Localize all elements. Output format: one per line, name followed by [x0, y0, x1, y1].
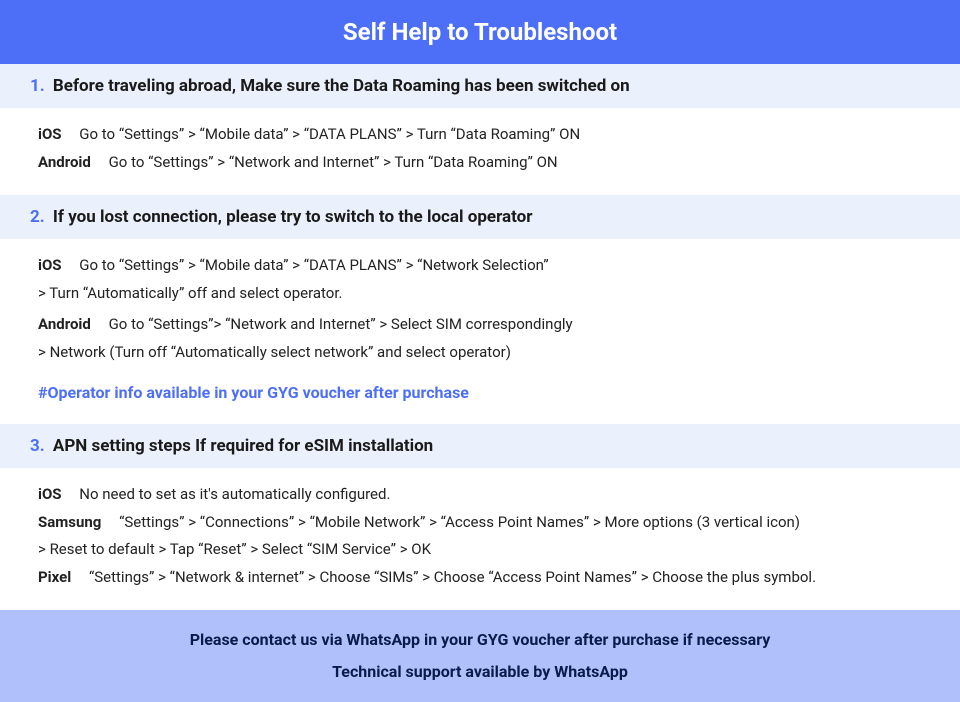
instruction-line: > Reset to default > Tap “Reset” > Selec…	[38, 537, 922, 563]
os-label-ios: iOS	[38, 253, 62, 279]
instruction-text: No need to set as it's automatically con…	[79, 485, 390, 503]
instruction-text: “Settings” > “Connections” > “Mobile Net…	[119, 513, 800, 531]
section-2-text: If you lost connection, please try to sw…	[53, 207, 533, 227]
footer-line-1: Please contact us via WhatsApp in your G…	[0, 624, 960, 656]
instruction-text: > Network (Turn off “Automatically selec…	[38, 343, 511, 361]
instruction-text: “Settings” > “Network & internet” > Choo…	[89, 568, 816, 586]
instruction-line: > Turn “Automatically” off and select op…	[38, 281, 922, 307]
instruction-text: Go to “Settings” > “Mobile data” > “DATA…	[79, 256, 548, 274]
os-label-ios: iOS	[38, 122, 62, 148]
instruction-line: iOS No need to set as it's automatically…	[38, 482, 922, 508]
instruction-text: Go to “Settings” > “Network and Internet…	[109, 153, 558, 171]
os-label-pixel: Pixel	[38, 565, 71, 591]
instruction-line: Android Go to “Settings” > “Network and …	[38, 150, 922, 176]
page-title: Self Help to Troubleshoot	[343, 18, 617, 46]
instruction-text: Go to “Settings” > “Mobile data” > “DATA…	[79, 125, 580, 143]
os-label-samsung: Samsung	[38, 510, 101, 536]
os-label-android: Android	[38, 150, 91, 176]
section-3-number: 3.	[30, 436, 45, 456]
instruction-line: > Network (Turn off “Automatically selec…	[38, 340, 922, 366]
operator-note: #Operator info available in your GYG vou…	[38, 379, 922, 406]
instruction-line: Samsung “Settings” > “Connections” > “Mo…	[38, 510, 922, 536]
os-label-ios: iOS	[38, 482, 62, 508]
section-2-content: iOS Go to “Settings” > “Mobile data” > “…	[0, 239, 960, 424]
section-3-text: APN setting steps If required for eSIM i…	[53, 436, 433, 456]
section-3-title: 3. APN setting steps If required for eSI…	[0, 424, 960, 468]
page-footer: Please contact us via WhatsApp in your G…	[0, 610, 960, 702]
section-3-content: iOS No need to set as it's automatically…	[0, 468, 960, 610]
instruction-line: Android Go to “Settings”> “Network and I…	[38, 312, 922, 338]
footer-line-2: Technical support available by WhatsApp	[0, 656, 960, 688]
section-1-number: 1.	[30, 76, 45, 96]
instruction-line: Pixel “Settings” > “Network & internet” …	[38, 565, 922, 591]
section-2-title: 2. If you lost connection, please try to…	[0, 195, 960, 239]
instruction-text: Go to “Settings”> “Network and Internet”…	[109, 315, 573, 333]
instruction-line: iOS Go to “Settings” > “Mobile data” > “…	[38, 122, 922, 148]
section-1-lead: Before traveling abroad,	[53, 76, 236, 96]
section-1-rest: Make sure the Data Roaming has been swit…	[236, 76, 630, 96]
instruction-text: > Turn “Automatically” off and select op…	[38, 284, 343, 302]
instruction-text: > Reset to default > Tap “Reset” > Selec…	[38, 540, 431, 558]
section-1-title: 1. Before traveling abroad, Make sure th…	[0, 64, 960, 108]
instruction-line: iOS Go to “Settings” > “Mobile data” > “…	[38, 253, 922, 279]
page-header: Self Help to Troubleshoot	[0, 0, 960, 64]
os-label-android: Android	[38, 312, 91, 338]
section-1-content: iOS Go to “Settings” > “Mobile data” > “…	[0, 108, 960, 195]
section-2-number: 2.	[30, 207, 45, 227]
